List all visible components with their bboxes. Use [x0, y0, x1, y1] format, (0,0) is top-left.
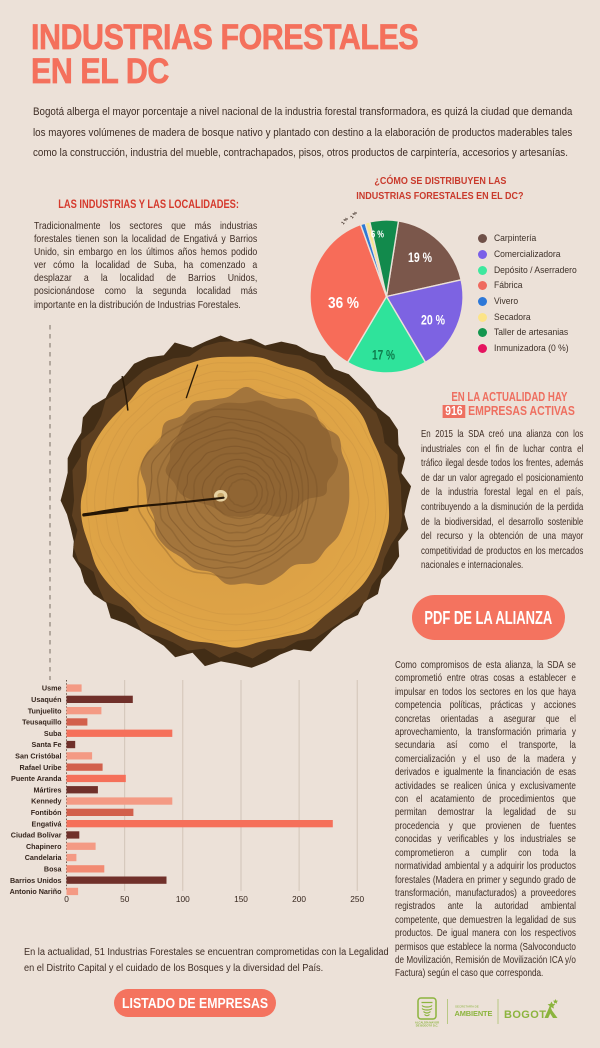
- svg-text:Barrios Unidos: Barrios Unidos: [10, 876, 62, 885]
- svg-text:Rafael Uribe: Rafael Uribe: [20, 763, 62, 772]
- svg-text:AMBIENTE: AMBIENTE: [455, 1009, 493, 1018]
- svg-text:200: 200: [292, 894, 306, 904]
- svg-text:6 %: 6 %: [371, 229, 384, 241]
- svg-text:SECRETARÍA DE: SECRETARÍA DE: [455, 1005, 479, 1009]
- svg-text:Teusaquillo: Teusaquillo: [22, 718, 62, 727]
- svg-text:Usaquén: Usaquén: [31, 695, 61, 704]
- svg-text:Santa Fe: Santa Fe: [32, 740, 62, 749]
- svg-text:Engativá: Engativá: [32, 819, 63, 828]
- svg-text:36 %: 36 %: [328, 295, 359, 312]
- svg-text:20 %: 20 %: [421, 312, 445, 328]
- svg-text:1 %: 1 %: [340, 216, 349, 225]
- svg-text:100: 100: [176, 894, 190, 904]
- svg-text:19 %: 19 %: [408, 249, 432, 265]
- svg-text:DE BOGOTÁ D.C.: DE BOGOTÁ D.C.: [416, 1023, 439, 1028]
- svg-text:Fontibón: Fontibón: [31, 808, 62, 817]
- svg-text:Bosa: Bosa: [44, 865, 63, 874]
- svg-text:Candelaria: Candelaria: [25, 853, 63, 862]
- svg-text:Tunjuelito: Tunjuelito: [28, 706, 62, 715]
- svg-text:17 %: 17 %: [372, 347, 395, 363]
- svg-text:Antonio Nariño: Antonio Nariño: [10, 887, 63, 896]
- svg-text:Chapinero: Chapinero: [26, 842, 62, 851]
- svg-text:BOGOT: BOGOT: [504, 1009, 546, 1021]
- svg-text:Usme: Usme: [42, 684, 62, 693]
- svg-text:0: 0: [64, 894, 69, 904]
- svg-text:Puente Aranda: Puente Aranda: [11, 774, 62, 783]
- svg-text:San Cristóbal: San Cristóbal: [15, 752, 61, 761]
- svg-text:Suba: Suba: [44, 729, 63, 738]
- svg-text:250: 250: [350, 894, 364, 904]
- svg-text:ALCALDÍA MAYOR: ALCALDÍA MAYOR: [415, 1020, 439, 1025]
- svg-text:Mártires: Mártires: [34, 785, 62, 794]
- svg-text:Kennedy: Kennedy: [31, 797, 61, 806]
- svg-text:150: 150: [234, 894, 248, 904]
- svg-text:1 %: 1 %: [349, 210, 358, 219]
- svg-text:Ciudad Bolívar: Ciudad Bolívar: [11, 831, 62, 840]
- svg-text:50: 50: [120, 894, 130, 904]
